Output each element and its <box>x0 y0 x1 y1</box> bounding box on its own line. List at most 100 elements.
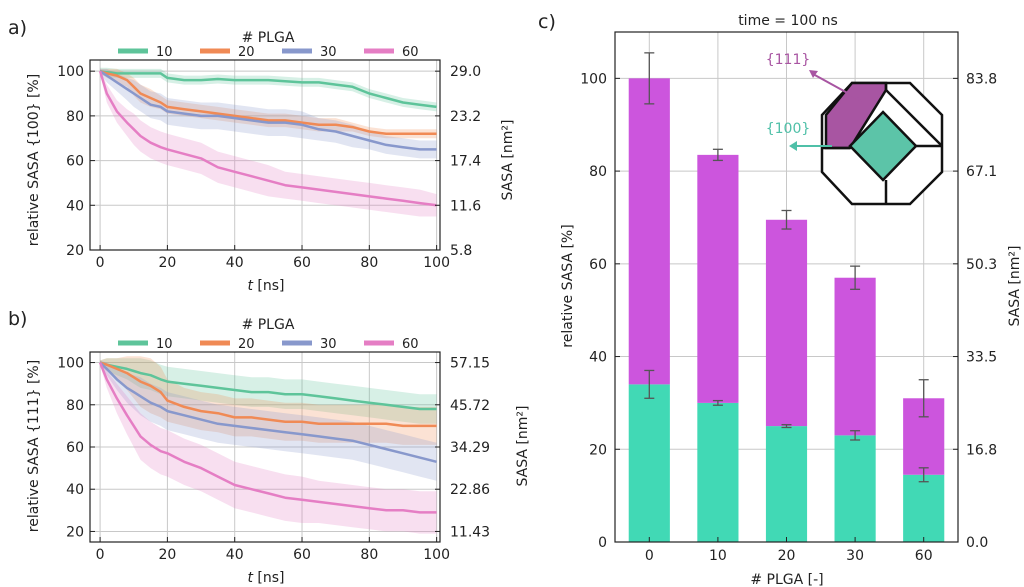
panel-b-ytick-label: 100 <box>57 356 84 372</box>
panel-a-xtick-label: 0 <box>96 255 105 271</box>
panel-c-y2tick-label: 67.1 <box>966 164 997 180</box>
panel-c-xtick-label: 20 <box>778 548 796 564</box>
inset-facet-100-shape <box>848 110 918 182</box>
panel-b-legend-title: # PLGA <box>242 317 295 333</box>
panel-b-xtick-label: 100 <box>423 547 450 563</box>
panel-a-xtick-label: 80 <box>360 255 378 271</box>
panel-b-y2tick-label: 11.43 <box>450 524 490 540</box>
panel-b-ytick-label: 20 <box>66 524 84 540</box>
panel-c-label: c) <box>538 11 556 33</box>
bar-100-0 <box>628 384 670 542</box>
panel-b-legend: 10 20 30 60 <box>118 337 419 352</box>
panel-a-line-60 <box>98 70 437 207</box>
facet-inset-illustration: {111} {100} <box>766 52 944 206</box>
panel-b-ytick-label: 40 <box>66 482 84 498</box>
bar-100-60 <box>903 474 945 542</box>
panel-b-y2label: SASA [nm²] <box>515 406 531 487</box>
panel-c-title: time = 100 ns <box>738 13 838 29</box>
panel-b-xtick-label: 60 <box>293 547 311 563</box>
bar-111-20 <box>765 219 808 427</box>
panel-a-legend-label-30: 30 <box>320 45 337 60</box>
panel-c-ytick-label: 80 <box>589 164 607 180</box>
panel-b-ytick-label: 80 <box>66 398 84 414</box>
panel-a-xtick-label: 20 <box>158 255 176 271</box>
panel-a-legend-label-20: 20 <box>238 45 255 60</box>
panel-b-legend-label-30: 30 <box>320 337 337 352</box>
panel-c-ytick-label: 40 <box>589 350 607 366</box>
panel-c-y2tick-label: 83.8 <box>966 71 997 87</box>
bar-100-10 <box>697 402 739 542</box>
panel-b-y2tick-label: 57.15 <box>450 356 490 372</box>
panel-b-label: b) <box>8 308 27 330</box>
panel-c-ytick-label: 100 <box>580 71 607 87</box>
panel-c-xtick-label: 60 <box>915 548 933 564</box>
panel-b-legend-label-10: 10 <box>156 337 173 352</box>
panel-a-y2tick-label: 11.6 <box>450 198 481 214</box>
panel-b-ylabel: relative SASA {111} [%] <box>26 360 42 532</box>
panel-a-y2tick-label: 29.0 <box>450 64 481 80</box>
panel-a-line-chart: # PLGA 10 20 30 60 0 20 40 60 80 100 20 5.8 40 11.6 6… <box>26 30 516 294</box>
panel-b-xlabel: t [ns] <box>247 570 284 586</box>
panel-b-xtick-label: 20 <box>158 547 176 563</box>
panel-a-ytick-label: 20 <box>66 243 84 259</box>
panel-a-ytick-label: 60 <box>66 154 84 170</box>
panel-a-label: a) <box>8 17 27 39</box>
bar-100-20 <box>765 426 808 542</box>
panel-a-y2tick-label: 5.8 <box>450 243 472 259</box>
panel-b-ytick-label: 60 <box>66 440 84 456</box>
panel-a-legend-label-60: 60 <box>402 45 419 60</box>
panel-a-ytick-label: 100 <box>57 64 84 80</box>
inset-arrow-111 <box>812 73 863 102</box>
panel-b-line-10 <box>99 361 437 411</box>
panel-b-line-60 <box>98 362 437 514</box>
panel-c-y2tick-label: 33.5 <box>966 350 997 366</box>
panel-c-y2tick-label: 0.0 <box>966 535 988 551</box>
inset-label-111: {111} <box>766 52 811 68</box>
bar-111-30 <box>834 277 876 436</box>
panel-a-plot-frame <box>89 59 441 251</box>
panel-c-ytick-label: 20 <box>589 442 607 458</box>
panel-b-line-20 <box>99 361 437 428</box>
panel-c-bar-chart: time = 100 ns 0 10 20 30 60 0 0.0 20 16.8 40 33.5 6… <box>560 13 1023 587</box>
panel-a-line-30 <box>99 70 437 151</box>
panel-c-ytick-label: 60 <box>589 257 607 273</box>
panel-c-y2tick-label: 16.8 <box>966 442 997 458</box>
panel-c-ytick-label: 0 <box>598 535 607 551</box>
panel-a-xtick-label: 60 <box>293 255 311 271</box>
panel-a-line-20 <box>99 70 437 136</box>
bar-111-10 <box>697 154 739 403</box>
panel-b-line-chart: # PLGA 10 20 30 60 0 20 40 60 80 100 20 11.43 40 22.… <box>26 317 531 586</box>
panel-c-y2label: SASA [nm²] <box>1007 246 1023 327</box>
panel-b-y2tick-label: 34.29 <box>450 440 490 456</box>
panel-b-legend-label-60: 60 <box>402 337 419 352</box>
panel-a-legend: 10 20 30 60 <box>118 45 419 60</box>
panel-b-legend-label-20: 20 <box>238 337 255 352</box>
panel-b-y2tick-label: 45.72 <box>450 398 490 414</box>
panel-a-y2tick-label: 23.2 <box>450 109 481 125</box>
panel-a-legend-label-10: 10 <box>156 45 173 60</box>
bar-111-0 <box>628 78 670 385</box>
panel-b-xtick-label: 40 <box>226 547 244 563</box>
panel-a-ylabel: relative SASA {100} [%] <box>26 74 42 246</box>
inset-arrowhead-111 <box>809 70 818 78</box>
panel-c-xtick-label: 0 <box>645 548 654 564</box>
panel-b-xtick-label: 0 <box>96 547 105 563</box>
panel-a-band-10 <box>100 67 437 112</box>
panel-a-band-20 <box>100 68 437 139</box>
panel-a-legend-title: # PLGA <box>242 30 295 46</box>
inset-edge <box>885 89 943 147</box>
panel-a-ytick-label: 80 <box>66 109 84 125</box>
panel-c-xtick-label: 10 <box>709 548 727 564</box>
panel-b-y2tick-label: 22.86 <box>450 482 490 498</box>
panel-a-y2tick-label: 17.4 <box>450 154 481 170</box>
panel-c-xtick-label: 30 <box>846 548 864 564</box>
panel-b-line-30 <box>99 361 437 464</box>
panel-a-xlabel: t [ns] <box>247 278 284 294</box>
panel-c-xlabel: # PLGA [-] <box>750 572 823 587</box>
panel-a-xtick-label: 40 <box>226 255 244 271</box>
panel-a-xtick-label: 100 <box>423 255 450 271</box>
panel-b-xtick-label: 80 <box>360 547 378 563</box>
inset-arrowhead-100 <box>789 141 797 151</box>
panel-a-y2label: SASA [nm²] <box>500 120 516 201</box>
